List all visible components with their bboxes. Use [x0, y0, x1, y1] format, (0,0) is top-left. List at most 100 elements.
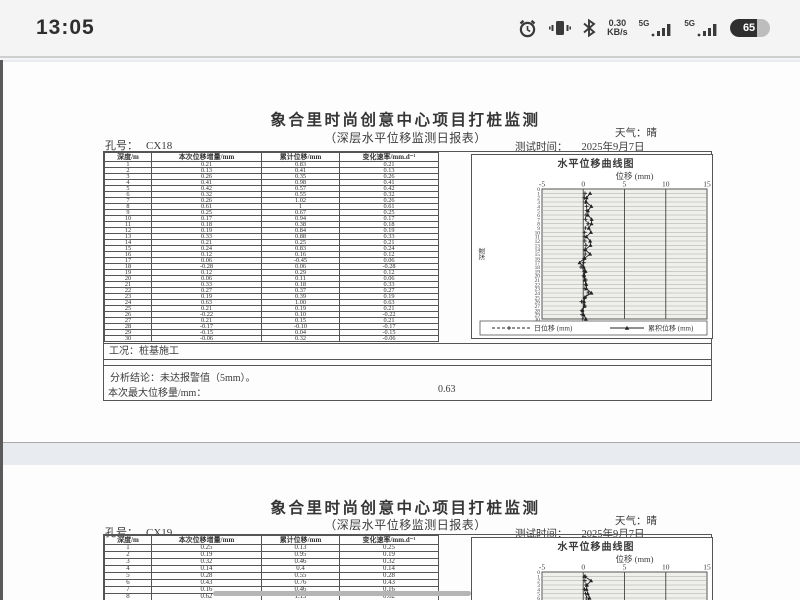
- svg-text:10: 10: [535, 230, 541, 236]
- cell: 0.32: [339, 558, 439, 566]
- column-header: 累计位移/mm: [261, 152, 340, 162]
- cell: 30: [104, 335, 152, 342]
- test-time-value: 2025年9月7日: [567, 142, 659, 155]
- cell: 0.14: [339, 565, 439, 573]
- test-time: 测试时间： 2025年9月7日: [515, 139, 659, 155]
- svg-text:0: 0: [537, 187, 540, 193]
- column-header: 深度/m: [104, 152, 152, 162]
- battery-icon: 65: [730, 19, 770, 37]
- svg-text:4: 4: [537, 204, 540, 210]
- cell: -0.06: [151, 335, 262, 342]
- cell: 6: [104, 579, 152, 587]
- svg-text:累积位移 (mm): 累积位移 (mm): [648, 324, 694, 333]
- svg-text:19: 19: [535, 269, 541, 275]
- report-subtitle: （深层水平位移监测日报表）: [324, 518, 487, 532]
- network-speed-value: 0.30: [608, 18, 627, 28]
- svg-text:5: 5: [623, 180, 627, 189]
- signal-bars-icon: [651, 23, 671, 36]
- cell: 0.28: [339, 572, 439, 580]
- svg-text:-5: -5: [539, 563, 545, 572]
- clock-time: 13:05: [36, 16, 95, 39]
- cell: 0.43: [151, 579, 262, 587]
- cell: 0.14: [151, 565, 262, 573]
- document-viewer[interactable]: 象合里时尚创意中心项目打桩监测 （深层水平位移监测日报表） 孔号： CX18 天气…: [0, 60, 800, 600]
- svg-text:5: 5: [537, 592, 540, 598]
- column-header: 变化速率/mm.d⁻¹: [339, 535, 439, 545]
- cell: 0.32: [261, 335, 340, 342]
- cell: 0.19: [151, 551, 262, 559]
- cell: 3: [104, 558, 152, 566]
- network-speed-unit: KB/s: [607, 27, 628, 37]
- sim2-network-label: 5G: [684, 18, 695, 28]
- signal-bars-icon: [697, 23, 717, 36]
- cell: 2: [104, 551, 152, 559]
- svg-text:0: 0: [537, 570, 540, 576]
- max-displacement-label: 本次最大位移量/mm：: [108, 388, 207, 399]
- displacement-table: 深度/m 本次位移增量/mm 累计位移/mm 变化速率/mm.d⁻¹ 1 0.25 0.13…: [104, 535, 439, 600]
- hole-number-label: 孔号：: [105, 140, 138, 152]
- cell: 0.4: [261, 565, 340, 573]
- cell: 7: [104, 586, 152, 594]
- cell: 4: [104, 565, 152, 573]
- svg-text:25: 25: [535, 295, 541, 301]
- svg-text:5: 5: [623, 563, 627, 572]
- network-speed: 0.30 KB/s: [607, 19, 628, 37]
- svg-text:15: 15: [703, 180, 711, 189]
- column-header: 变化速率/mm.d⁻¹: [339, 152, 439, 162]
- report-body-box: 深度/m 本次位移增量/mm 累计位移/mm 变化速率/mm.d⁻¹ 1 0.25 0.13…: [103, 534, 713, 600]
- svg-text:水平位移曲线图: 水平位移曲线图: [557, 157, 635, 170]
- svg-text:15: 15: [703, 563, 711, 572]
- svg-text:30: 30: [535, 317, 541, 323]
- scan-edge: [0, 60, 3, 600]
- table-header-row: 深度/m 本次位移增量/mm 累计位移/mm 变化速率/mm.d⁻¹: [104, 535, 439, 545]
- scroll-indicator[interactable]: [213, 591, 471, 596]
- svg-text:10: 10: [662, 180, 670, 189]
- weather: 天气：晴: [615, 516, 657, 527]
- sim2-signal-icon: 5G: [684, 18, 719, 37]
- svg-text:2: 2: [537, 196, 540, 202]
- svg-text:29: 29: [535, 313, 541, 319]
- column-header: 累计位移/mm: [261, 535, 340, 545]
- table-row: 1 0.25 0.13 0.25: [104, 544, 439, 552]
- table-header-row: 深度/m 本次位移增量/mm 累计位移/mm 变化速率/mm.d⁻¹: [104, 152, 439, 162]
- cell: 0.95: [261, 551, 340, 559]
- analysis-box: 分析结论：未达报警值（5mm）。 本次最大位移量/mm： 0.63: [104, 365, 711, 400]
- svg-text:水平位移曲线图: 水平位移曲线图: [557, 540, 635, 553]
- svg-text:0: 0: [581, 180, 585, 189]
- svg-text:26: 26: [535, 300, 541, 306]
- report-page-cx19: 象合里时尚创意中心项目打桩监测 （深层水平位移监测日报表） 孔号： CX19 天气…: [3, 465, 800, 600]
- table-row: 3 0.32 0.46 0.32: [104, 558, 439, 566]
- table-row: 30 -0.06 0.32 -0.06: [104, 335, 439, 342]
- table-row: 4 0.14 0.4 0.14: [104, 565, 439, 573]
- svg-text:16: 16: [535, 256, 541, 262]
- report-body-box: 深度/m 本次位移增量/mm 累计位移/mm 变化速率/mm.d⁻¹ 1 0.21 0.83…: [103, 151, 713, 401]
- weather: 天气：晴: [615, 128, 657, 139]
- svg-text:3: 3: [537, 200, 540, 206]
- svg-text:10: 10: [662, 563, 670, 572]
- svg-text:位移 (mm): 位移 (mm): [615, 554, 653, 564]
- svg-text:8: 8: [537, 222, 540, 228]
- svg-text:24: 24: [535, 291, 541, 297]
- conclusion: 分析结论：未达报警值（5mm）。: [110, 373, 256, 384]
- hole-number: 孔号： CX18: [105, 137, 172, 153]
- svg-text:位移 (mm): 位移 (mm): [615, 171, 653, 181]
- column-header: 本次位移增量/mm: [151, 152, 262, 162]
- cell: 8: [104, 593, 152, 600]
- svg-text:20: 20: [535, 274, 541, 280]
- svg-text:9: 9: [537, 226, 540, 232]
- svg-text:日位移 (mm): 日位移 (mm): [534, 324, 573, 333]
- svg-text:5: 5: [537, 209, 540, 215]
- sim1-network-label: 5G: [638, 18, 650, 28]
- table-row: 6 0.43 0.76 0.43: [104, 579, 439, 587]
- status-icons: 0.30 KB/s 5G 5G: [517, 18, 770, 39]
- svg-text:23: 23: [535, 287, 541, 293]
- svg-text:28: 28: [535, 308, 541, 314]
- test-time-label: 测试时间：: [515, 142, 568, 153]
- table-row: 2 0.19 0.95 0.19: [104, 551, 439, 559]
- svg-text:2: 2: [537, 579, 540, 585]
- cell: 0.19: [339, 551, 439, 559]
- max-displacement-value: 0.63: [438, 384, 456, 395]
- svg-text:4: 4: [537, 587, 540, 593]
